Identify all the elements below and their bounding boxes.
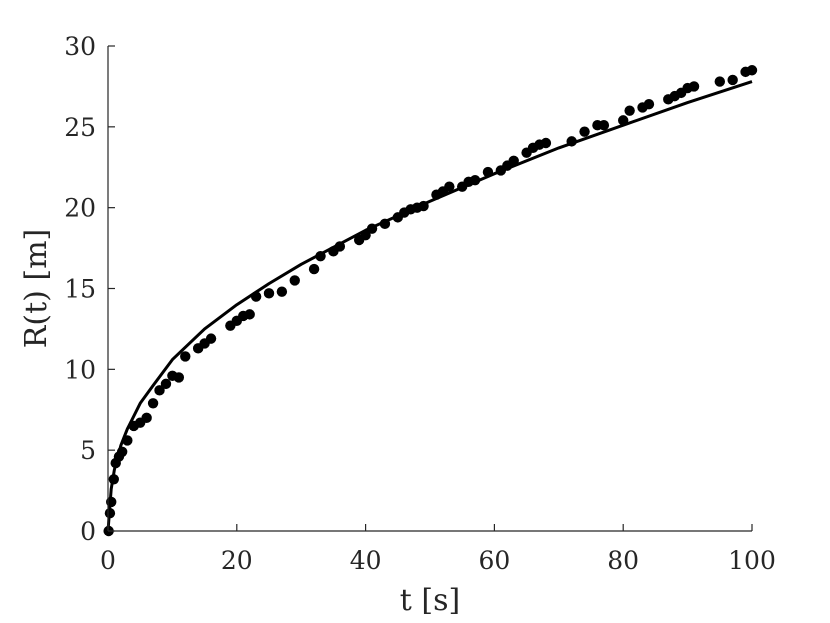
- x-tick-label: 40: [350, 546, 382, 575]
- data-point: [746, 65, 758, 76]
- data-point: [205, 333, 217, 344]
- y-tick-label: 5: [80, 436, 96, 465]
- data-point: [173, 372, 185, 383]
- data-point: [308, 263, 320, 275]
- data-point: [566, 136, 577, 147]
- data-point: [624, 105, 635, 116]
- x-tick-label: 60: [478, 546, 510, 575]
- data-point: [106, 496, 117, 508]
- data-point: [180, 351, 191, 362]
- data-point: [315, 250, 326, 262]
- fit-line: [106, 80, 753, 532]
- data-point: [379, 218, 391, 230]
- data-point: [334, 241, 346, 252]
- data-point: [366, 223, 378, 234]
- data-point: [508, 155, 519, 166]
- data-point: [276, 286, 288, 297]
- data-point: [444, 181, 455, 192]
- y-tick-label: 30: [64, 32, 96, 61]
- data-point: [250, 291, 262, 302]
- data-point: [263, 288, 275, 299]
- data-point: [154, 385, 165, 396]
- data-point: [618, 115, 629, 126]
- data-point: [360, 229, 371, 241]
- data-point: [482, 166, 494, 178]
- data-point: [116, 446, 128, 457]
- data-point: [688, 81, 700, 92]
- data-point: [160, 378, 172, 390]
- data-point: [108, 474, 119, 485]
- data-point: [714, 76, 725, 87]
- data-point: [598, 120, 610, 131]
- data-point: [643, 99, 655, 110]
- data-point: [418, 200, 429, 212]
- data-point: [244, 309, 255, 320]
- data-point: [289, 275, 300, 286]
- y-tick-label: 15: [64, 275, 96, 304]
- data-point: [122, 435, 133, 446]
- y-tick-label: 10: [64, 355, 96, 384]
- x-tick-label: 20: [221, 546, 253, 575]
- axes: 0 20 40 60 80 100 0 5 10 15 20 25 30: [64, 32, 776, 575]
- data-point: [579, 126, 590, 137]
- data-point: [727, 74, 738, 86]
- x-tick-label: 80: [607, 546, 639, 575]
- plot-area: [103, 65, 758, 537]
- data-point: [141, 412, 152, 424]
- data-point: [469, 174, 481, 186]
- y-axis-label: R(t) [m]: [19, 229, 54, 348]
- y-tick-label: 0: [80, 517, 96, 546]
- x-tick-label: 0: [100, 546, 116, 575]
- data-point: [104, 508, 116, 519]
- x-tick-label: 100: [728, 546, 776, 575]
- data-point: [540, 137, 552, 149]
- x-axis-label: t [s]: [400, 583, 460, 618]
- y-tick-label: 20: [64, 194, 96, 223]
- y-tick-label: 25: [64, 113, 96, 142]
- data-point: [147, 398, 159, 409]
